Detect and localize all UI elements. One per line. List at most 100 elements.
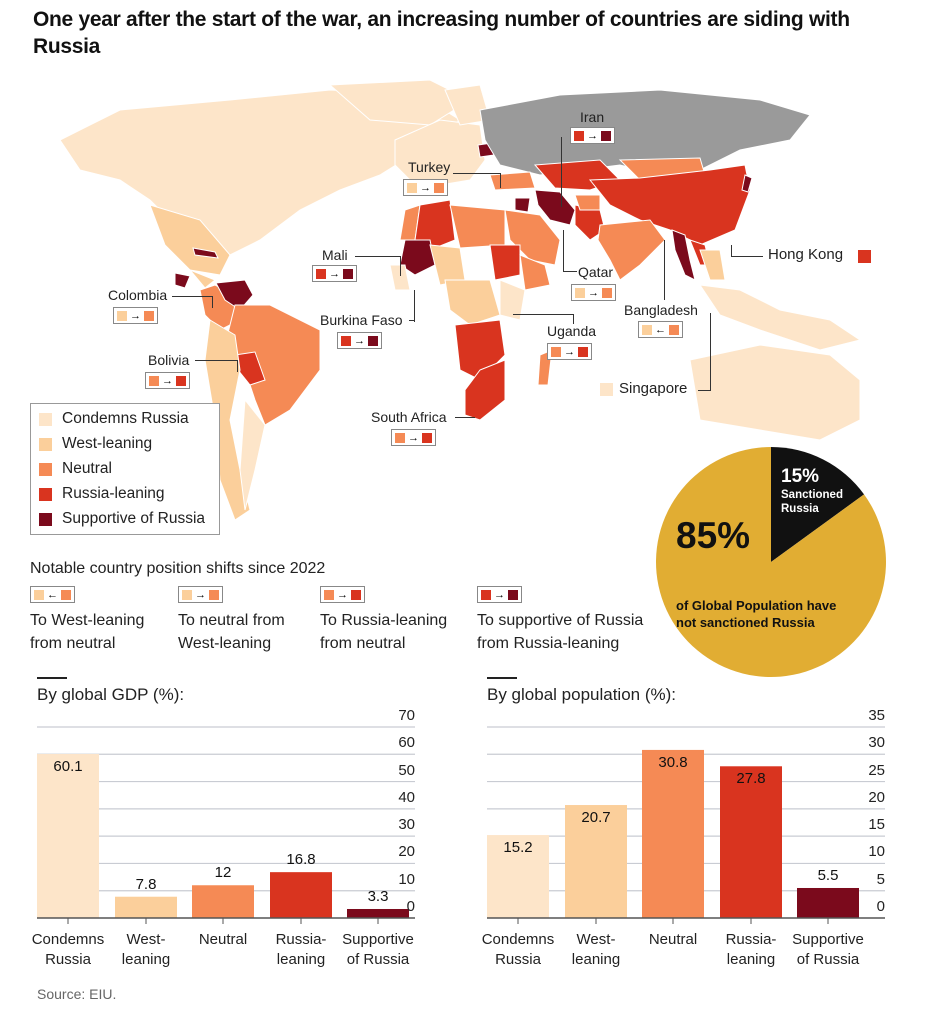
map-chip-wrap: ← — [638, 321, 683, 340]
shift-label: To West-leaning from neutral — [30, 609, 144, 655]
x-category-label: Russia-leaning — [706, 930, 796, 970]
bar — [37, 754, 99, 918]
shift-chip: → — [571, 284, 616, 301]
arrow-right-icon: → — [587, 129, 598, 142]
shifts-title: Notable country position shifts since 20… — [30, 560, 326, 577]
map-region-condemns — [59, 89, 461, 261]
page-title: One year after the start of the war, an … — [33, 8, 850, 58]
shift-label: To neutral from West-leaning — [178, 609, 285, 655]
y-tick-label: 60 — [398, 734, 415, 752]
leader-line — [731, 256, 763, 257]
leader-line — [698, 390, 710, 391]
map-region-west_leaning — [204, 319, 251, 521]
map-label-singapore: Singapore — [619, 380, 688, 397]
x-category-line1: West- — [576, 931, 616, 948]
shift-chip: → — [403, 179, 448, 196]
map-label-turkey: Turkey — [408, 159, 451, 175]
leader-line — [414, 290, 415, 322]
leader-line — [500, 173, 501, 188]
chip-from-swatch — [117, 310, 127, 321]
leader-line — [664, 240, 665, 300]
bar — [192, 885, 254, 918]
map-chip-wrap: → — [571, 284, 616, 303]
leader-line — [400, 256, 401, 276]
map-region-russia_leaning — [489, 244, 521, 281]
shift-chip: ← — [638, 321, 683, 338]
map-label-qatar: Qatar — [578, 264, 614, 280]
y-tick-label: 30 — [398, 816, 415, 834]
arrow-left-icon: ← — [655, 323, 666, 336]
leader-line — [355, 256, 400, 257]
map-chip-wrap: → — [337, 332, 382, 351]
map-region-neutral — [597, 219, 666, 281]
chip-from-swatch — [341, 335, 351, 346]
map-chip-wrap: → — [391, 429, 436, 448]
shift-label-line2: from neutral — [320, 634, 406, 652]
legend-item: Condemns Russia — [39, 408, 189, 430]
map-region-condemns — [499, 279, 526, 321]
x-category-line1: Supportive — [342, 931, 414, 948]
leader-line — [455, 417, 475, 418]
bar — [347, 908, 409, 918]
map-label-bolivia: Bolivia — [148, 352, 190, 368]
bar-value-label: 20.7 — [581, 809, 611, 827]
legend-item: Russia-leaning — [39, 483, 165, 505]
x-category-line1: Condemns — [481, 931, 555, 948]
legend-swatch — [39, 412, 52, 426]
arrow-right-icon: → — [408, 431, 419, 444]
bar-value-label: 7.8 — [135, 875, 157, 893]
x-category-line2: Russia — [495, 951, 541, 968]
y-tick-label: 20 — [868, 788, 885, 806]
bar — [565, 805, 627, 918]
arrow-right-icon: → — [337, 588, 348, 601]
legend-label: Condemns Russia — [62, 410, 189, 427]
leader-line — [563, 271, 577, 272]
chip-from-swatch — [574, 130, 584, 141]
world-map — [59, 80, 862, 521]
x-category-line1: Condemns — [31, 931, 105, 948]
chip-from-swatch — [481, 589, 491, 600]
pie-big-caption-line2: not sanctioned Russia — [676, 615, 815, 630]
x-category-line2: leaning — [726, 951, 776, 968]
map-region-supportive — [534, 189, 576, 226]
chip-from-swatch — [316, 268, 326, 279]
chip-from-swatch — [395, 432, 405, 443]
shift-chip: ← — [30, 586, 75, 603]
chip-to-swatch — [144, 310, 154, 321]
map-region-russia_leaning — [414, 199, 456, 251]
leader-line — [731, 245, 732, 257]
y-tick-label: 70 — [398, 707, 415, 724]
leader-line — [563, 230, 564, 272]
y-tick-label: 0 — [406, 898, 415, 915]
map-label-mali: Mali — [322, 247, 348, 263]
legend-label: Supportive of Russia — [62, 510, 206, 527]
y-tick-label: 10 — [398, 870, 415, 888]
shift-label-line1: To Russia-leaning — [320, 611, 448, 629]
chip-from-swatch — [407, 182, 417, 193]
x-category-line1: Neutral — [198, 931, 248, 948]
map-region-condemns — [698, 284, 862, 351]
arrow-right-icon: → — [329, 267, 340, 280]
map-region-west_leaning — [699, 249, 726, 281]
legend-label: West-leaning — [62, 435, 153, 452]
shift-label: To Russia-leaning from neutral — [320, 609, 447, 655]
bar-value-label: 30.8 — [658, 753, 688, 771]
shift-chip: → — [178, 586, 223, 603]
x-category-label: Supportive of Russia — [783, 930, 873, 970]
map-label-uganda: Uganda — [547, 323, 597, 339]
map-label-hong-kong: Hong Kong — [768, 246, 844, 263]
map-region-russia_leaning — [588, 164, 751, 246]
arrow-right-icon: → — [354, 334, 365, 347]
map-region-neutral — [574, 194, 601, 211]
y-tick-label: 50 — [398, 761, 415, 779]
legend-item: Supportive of Russia — [39, 508, 205, 530]
bar-value-label: 16.8 — [286, 851, 316, 869]
map-region-neutral — [504, 209, 561, 266]
arrow-right-icon: → — [195, 588, 206, 601]
map-region-supportive — [514, 197, 531, 213]
shift-chip: → — [145, 372, 190, 389]
chip-to-swatch — [209, 589, 219, 600]
x-category-line2: leaning — [571, 951, 621, 968]
